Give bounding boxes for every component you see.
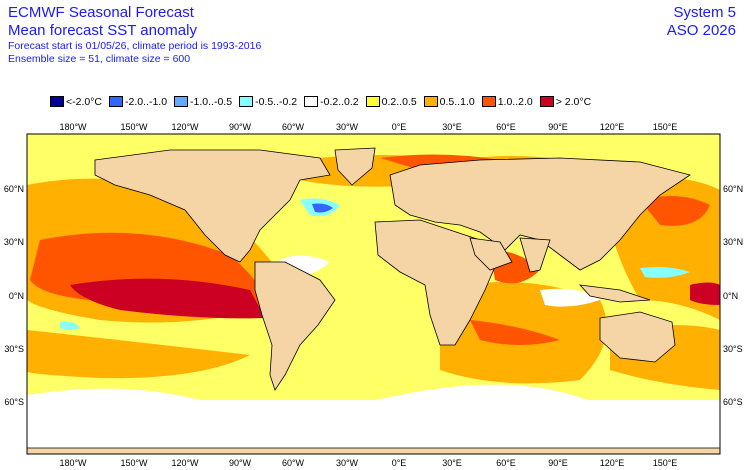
legend-item: <-2.0°C — [50, 96, 102, 108]
legend-swatch — [239, 96, 254, 107]
axis-tick-label: 180°W — [59, 122, 87, 132]
axis-tick-label: 30°W — [336, 122, 359, 132]
axis-tick-label: 120°W — [171, 122, 199, 132]
legend-label: <-2.0°C — [66, 95, 103, 108]
legend-swatch — [109, 96, 124, 107]
axis-tick-label: 60°E — [496, 122, 516, 132]
legend-swatch — [481, 96, 496, 107]
axis-tick-label: 30°E — [442, 122, 462, 132]
australia — [599, 311, 676, 363]
chart-subtitle: Mean forecast SST anomaly — [8, 22, 197, 39]
axis-tick-label: 30°E — [442, 458, 462, 468]
axis-tick-label: 60°N — [4, 184, 24, 194]
axis-tick-label: 30°N — [4, 237, 24, 247]
legend-swatch — [174, 96, 189, 107]
legend-label: 1.0..2.0 — [497, 95, 533, 108]
lat-labels-right: 60°N 30°N 0°N 30°S 60°S — [723, 184, 743, 407]
system-label: System 5 — [673, 4, 736, 21]
title-block: ECMWF Seasonal Forecast Mean forecast SS… — [8, 4, 261, 66]
legend-swatch — [423, 96, 438, 107]
legend-item: -1.0..-0.5 — [174, 96, 232, 108]
legend-item: 0.2..0.5 — [365, 95, 417, 108]
legend-item: -2.0..-1.0 — [109, 96, 167, 108]
axis-tick-label: 60°W — [282, 458, 305, 468]
axis-tick-label: 90°W — [229, 458, 252, 468]
axis-tick-label: 0°E — [392, 458, 407, 468]
axis-tick-label: 120°W — [171, 458, 199, 468]
axis-tick-label: 60°W — [282, 122, 305, 132]
lat-labels-left: 60°N 30°N 0°N 30°S 60°S — [4, 184, 24, 407]
legend-label: 0.5..1.0 — [439, 95, 475, 108]
legend-item: -0.5..-0.2 — [239, 96, 297, 108]
legend-label: -1.0..-0.5 — [190, 95, 233, 108]
forecast-info: Forecast start is 01/05/26, climate peri… — [8, 40, 262, 52]
legend-item: > 2.0°C — [539, 95, 592, 108]
legend-swatch — [365, 96, 380, 107]
axis-tick-label: 30°S — [723, 344, 743, 354]
axis-tick-label: 150°W — [120, 458, 148, 468]
land-masses — [27, 147, 720, 454]
axis-tick-label: 180°W — [59, 458, 87, 468]
nino-core — [70, 278, 265, 319]
period-label: ASO 2026 — [666, 22, 736, 39]
lon-labels-bottom: 180°W 150°W 120°W 90°W 60°W 30°W 0°E 30°E 60°E 90… — [59, 458, 677, 468]
axis-tick-label: 120°E — [600, 458, 625, 468]
axis-tick-label: 60°E — [496, 458, 516, 468]
axis-tick-label: 60°N — [723, 184, 743, 194]
axis-tick-label: 150°E — [653, 458, 678, 468]
south-america — [254, 261, 336, 391]
axis-tick-label: 120°E — [600, 122, 625, 132]
legend-swatch — [304, 96, 319, 107]
axis-tick-label: 60°S — [723, 397, 743, 407]
ensemble-info: Ensemble size = 51, climate size = 600 — [8, 53, 191, 65]
arabia — [469, 237, 513, 271]
legend-label: -2.0..-1.0 — [125, 95, 168, 108]
legend-label: -0.2..0.2 — [320, 95, 359, 108]
indonesia — [578, 284, 651, 303]
axis-tick-label: 90°E — [548, 122, 568, 132]
period-block: System 5 ASO 2026 — [667, 4, 736, 40]
lon-labels-top: 180°W 150°W 120°W 90°W 60°W 30°W 0°E 30°E 60°E 90… — [59, 122, 677, 132]
legend-item: 1.0..2.0 — [481, 95, 533, 108]
axis-tick-label: 150°W — [120, 122, 148, 132]
india — [519, 237, 551, 273]
axis-tick-label: 0°N — [723, 291, 738, 301]
axis-tick-label: 150°E — [653, 122, 678, 132]
axis-tick-label: 0°E — [392, 122, 407, 132]
axis-tick-label: 0°N — [9, 291, 24, 301]
axis-tick-label: 30°W — [336, 458, 359, 468]
chart-title: ECMWF Seasonal Forecast — [8, 4, 194, 21]
greenland — [334, 147, 376, 186]
axis-tick-label: 90°W — [229, 122, 252, 132]
africa — [374, 219, 501, 346]
legend-item: -0.2..0.2 — [304, 96, 359, 108]
axis-tick-label: 60°S — [4, 397, 24, 407]
legend-label: -0.5..-0.2 — [255, 95, 298, 108]
legend-label: > 2.0°C — [555, 95, 592, 108]
color-legend: <-2.0°C -2.0..-1.0 -1.0..-0.5 -0.5..-0.2 -0.… — [50, 95, 598, 108]
legend-swatch — [539, 96, 554, 107]
axis-tick-label: 30°N — [723, 237, 743, 247]
axis-tick-label: 30°S — [4, 344, 24, 354]
eurasia — [389, 157, 691, 271]
map-frame — [26, 133, 721, 455]
legend-item: 0.5..1.0 — [423, 95, 475, 108]
legend-swatch — [50, 96, 64, 107]
legend-label: 0.2..0.5 — [381, 95, 417, 108]
axis-tick-label: 90°E — [548, 458, 568, 468]
north-america — [94, 149, 331, 263]
antarctica-edge — [27, 447, 720, 454]
